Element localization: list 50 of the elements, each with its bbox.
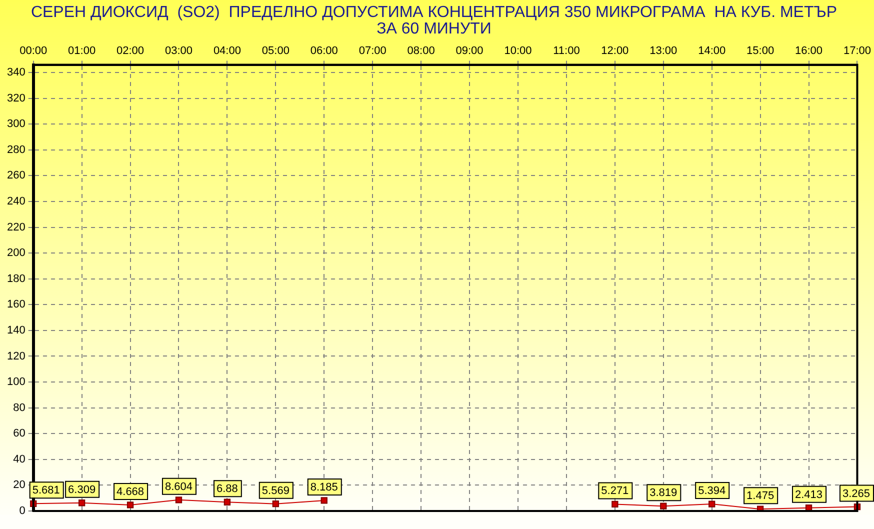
data-label: 2.413 [795,488,823,501]
y-tick-label: 320 [6,92,26,104]
y-tick-label: 0 [19,505,26,518]
data-label: 3.819 [650,487,678,500]
x-tick-label: 07:00 [358,45,386,58]
data-label: 4.668 [116,486,144,498]
data-label: 3.265 [842,488,870,500]
x-tick-label: 13:00 [650,45,678,58]
y-tick-label: 120 [6,350,26,362]
y-tick-label: 180 [6,272,26,285]
x-tick-label: 04:00 [213,45,241,58]
x-tick-label: 17:00 [843,45,871,58]
data-label: 5.681 [32,484,60,497]
x-tick-label: 01:00 [68,45,96,58]
x-tick-label: 06:00 [310,45,338,58]
y-tick-label: 80 [13,402,26,414]
x-tick-label: 03:00 [164,45,193,58]
data-label: 6.309 [68,484,96,496]
y-tick-label: 40 [13,453,26,466]
data-label: 8.604 [164,480,193,493]
data-label: 5.271 [601,485,629,498]
data-label: 6.88 [216,483,238,496]
data-label: 5.569 [262,484,290,497]
x-tick-label: 12:00 [601,45,629,58]
y-tick-label: 20 [13,479,26,492]
y-tick-label: 200 [6,247,26,260]
y-tick-label: 60 [13,428,26,440]
y-tick-label: 140 [6,324,26,336]
x-tick-label: 11:00 [553,45,580,58]
data-label: 8.185 [310,481,338,494]
y-tick-label: 220 [6,221,26,234]
y-tick-label: 340 [6,66,26,79]
y-tick-label: 300 [6,118,26,130]
chart-title: СЕРЕН ДИОКСИД (SO2) ПРЕДЕЛНО ДОПУСТИМА КОНЦЕНТРАЦИЯ 350 МИКРОГРАМА НА КУБ. МЕТЪР ЗА 60 МИНУТИ [30,4,838,38]
data-label: 1.475 [746,490,774,502]
y-tick-label: 100 [6,376,26,388]
x-tick-label: 09:00 [456,45,484,58]
x-tick-label: 08:00 [407,45,435,58]
x-tick-label: 10:00 [504,45,532,58]
y-tick-label: 260 [6,170,26,182]
x-tick-label: 02:00 [116,45,144,58]
data-label: 5.394 [698,485,726,498]
x-tick-label: 15:00 [746,45,774,58]
x-tick-label: 05:00 [262,45,290,58]
y-tick-label: 240 [6,196,26,208]
x-tick-label: 14:00 [698,45,726,58]
x-tick-label: 00:00 [20,45,48,58]
y-tick-label: 280 [6,144,26,156]
y-tick-label: 160 [6,298,26,311]
x-tick-label: 16:00 [795,45,823,58]
